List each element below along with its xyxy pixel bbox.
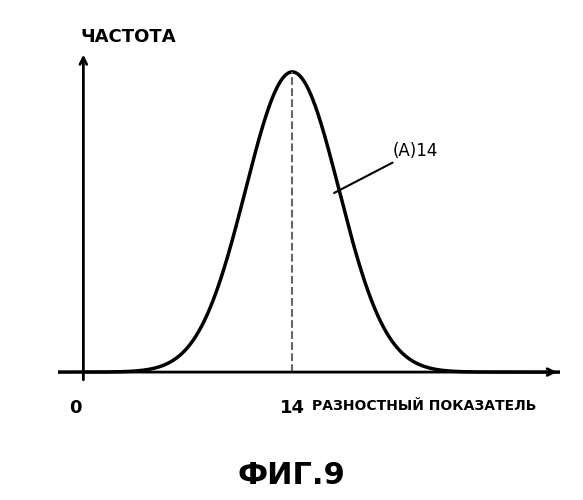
Text: (А)14: (А)14 bbox=[334, 142, 438, 193]
Text: РАЗНОСТНЫЙ ПОКАЗАТЕЛЬ: РАЗНОСТНЫЙ ПОКАЗАТЕЛЬ bbox=[312, 400, 537, 413]
Text: ЧАСТОТА: ЧАСТОТА bbox=[80, 28, 175, 46]
Text: ФИГ.9: ФИГ.9 bbox=[237, 461, 346, 490]
Text: 14: 14 bbox=[280, 400, 305, 417]
Text: 0: 0 bbox=[69, 400, 81, 417]
